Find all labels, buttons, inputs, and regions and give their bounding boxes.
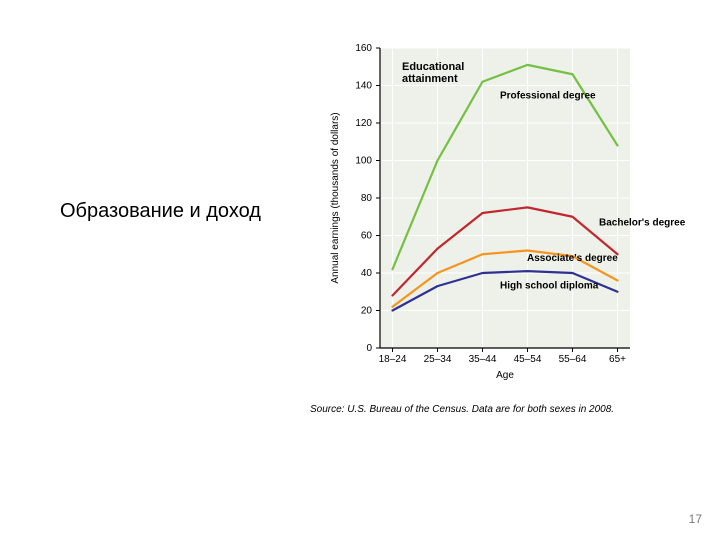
svg-text:120: 120 [355,118,372,129]
slide-title: Образование и доход [60,200,261,223]
svg-text:0: 0 [366,343,372,354]
svg-text:Annual earnings (thousands of: Annual earnings (thousands of dollars) [330,112,341,283]
svg-text:20: 20 [361,306,373,317]
svg-text:60: 60 [361,231,373,242]
svg-text:attainment: attainment [402,73,458,85]
svg-text:Age: Age [496,370,514,381]
svg-text:160: 160 [355,43,372,54]
svg-text:45–54: 45–54 [514,354,542,365]
chart-container: 0 20 40 60 80 100 120 140 160 18–24 25–34 35–44 45–5… [310,38,690,415]
svg-text:35–44: 35–44 [469,354,497,365]
svg-text:100: 100 [355,156,372,167]
svg-text:65+: 65+ [609,354,626,365]
svg-text:Educational: Educational [402,61,464,73]
svg-text:25–34: 25–34 [424,354,452,365]
svg-text:High school diploma: High school diploma [500,280,599,291]
svg-text:Professional degree: Professional degree [500,91,596,102]
page-number: 17 [689,512,702,526]
earnings-chart: 0 20 40 60 80 100 120 140 160 18–24 25–34 35–44 45–5… [310,38,690,398]
svg-text:80: 80 [361,193,373,204]
svg-text:18–24: 18–24 [379,354,407,365]
svg-text:55–64: 55–64 [559,354,587,365]
svg-text:Bachelor's degree: Bachelor's degree [599,218,686,229]
svg-text:140: 140 [355,81,372,92]
svg-text:Associate's degree: Associate's degree [527,253,618,264]
svg-text:40: 40 [361,268,373,279]
source-text: Source: U.S. Bureau of the Census. Data … [310,404,690,415]
